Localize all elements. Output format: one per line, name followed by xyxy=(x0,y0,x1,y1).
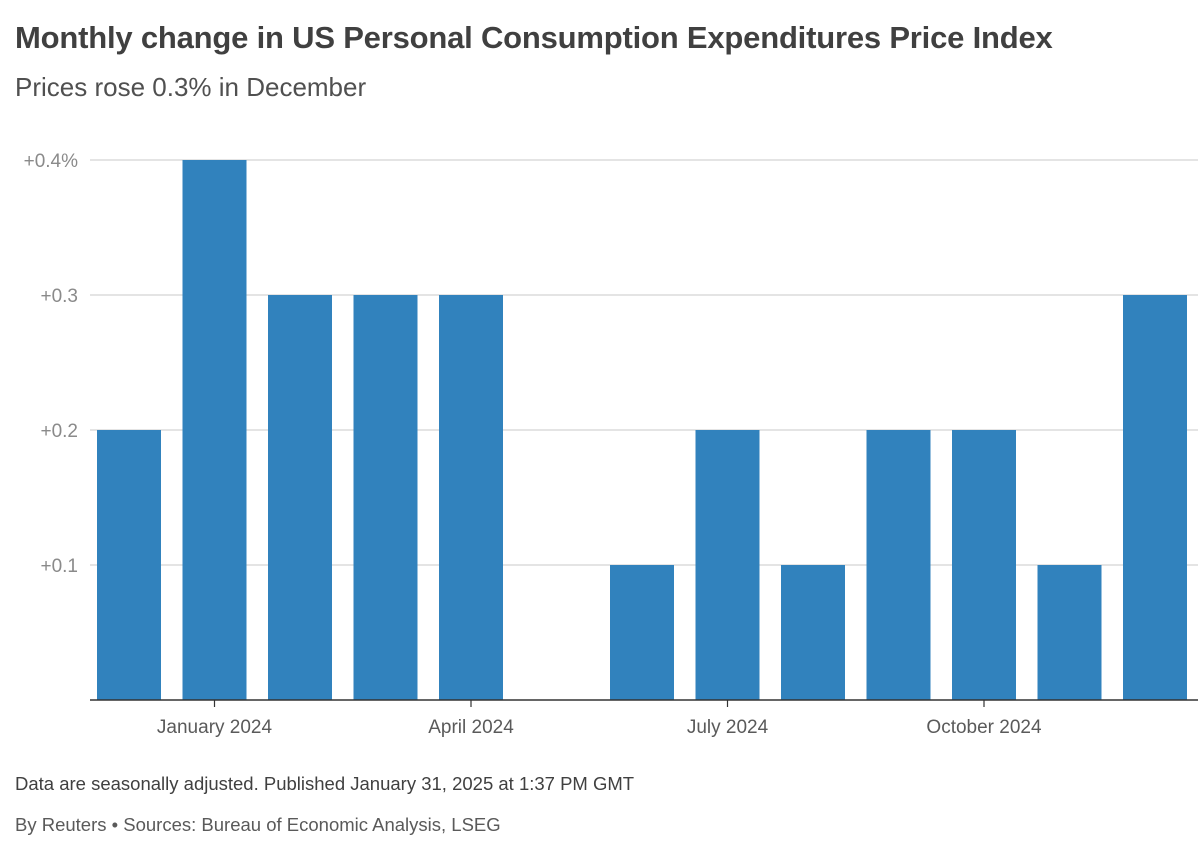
chart-title: Monthly change in US Personal Consumptio… xyxy=(15,20,1053,55)
bar-2024-08 xyxy=(781,565,845,700)
bar-2024-06 xyxy=(610,565,674,700)
bar-2024-02 xyxy=(268,295,332,700)
chart-subtitle: Prices rose 0.3% in December xyxy=(15,72,367,102)
footnote: Data are seasonally adjusted. Published … xyxy=(15,773,635,794)
bar-2024-09 xyxy=(866,430,931,700)
bar-2024-12 xyxy=(1123,295,1187,700)
x-tick-label: October 2024 xyxy=(926,717,1042,738)
y-axis-ticks: +0.1 +0.2 +0.3 +0.4% xyxy=(24,151,79,577)
bar-2024-04 xyxy=(439,295,503,700)
gridlines xyxy=(90,159,1198,566)
source-credit: By Reuters • Sources: Bureau of Economic… xyxy=(15,814,501,835)
bar-2024-10 xyxy=(952,430,1016,700)
bar-2024-11 xyxy=(1037,565,1102,700)
x-axis-ticks: January 2024 April 2024 July 2024 October 2… xyxy=(157,700,1042,738)
y-tick-label: +0.4% xyxy=(24,151,79,172)
y-tick-label: +0.2 xyxy=(40,421,78,442)
x-tick-label: January 2024 xyxy=(157,717,273,738)
bar-2024-03 xyxy=(353,295,418,700)
y-tick-label: +0.3 xyxy=(40,286,78,307)
bar-2024-01 xyxy=(182,160,247,700)
x-tick-label: July 2024 xyxy=(687,717,769,738)
bar-chart: +0.1 +0.2 +0.3 +0.4% January 2024 April 2024… xyxy=(24,151,1198,738)
bar-2024-07 xyxy=(695,430,760,700)
x-tick-label: April 2024 xyxy=(428,717,514,738)
bars xyxy=(97,160,1187,700)
bar-2023-12 xyxy=(97,430,161,700)
y-tick-label: +0.1 xyxy=(40,556,78,577)
